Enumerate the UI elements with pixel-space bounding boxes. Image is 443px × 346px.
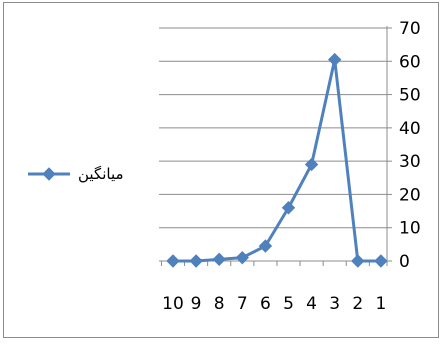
data-point xyxy=(304,157,319,172)
legend-label: میانگین xyxy=(78,165,124,183)
chart-frame: 0 10 20 30 40 50 60 70 10 9 8 7 6 5 4 3 2 1 میانگین xyxy=(3,2,439,338)
data-point xyxy=(235,250,250,265)
x-tick-label: 1 xyxy=(375,294,386,314)
x-tick-label: 4 xyxy=(306,294,317,314)
x-tick-label: 9 xyxy=(191,294,202,314)
y-tick-label: 70 xyxy=(399,19,421,39)
y-tick-label: 10 xyxy=(399,219,421,239)
x-tick-labels: 10 9 8 7 6 5 4 3 2 1 xyxy=(162,294,386,314)
y-tick-labels: 0 10 20 30 40 50 60 70 xyxy=(399,19,421,272)
data-point xyxy=(281,201,296,215)
data-point xyxy=(374,254,388,268)
series-line xyxy=(173,58,381,263)
y-tick-label: 40 xyxy=(399,119,421,139)
x-tick-label: 7 xyxy=(237,294,248,314)
data-point xyxy=(258,239,273,253)
y-tick-label: 20 xyxy=(399,185,421,205)
x-tick-label: 5 xyxy=(283,294,294,314)
x-tick-label: 6 xyxy=(260,294,271,314)
data-point xyxy=(189,254,203,268)
legend-marker xyxy=(42,167,56,181)
x-tick-label: 2 xyxy=(352,294,363,314)
y-tick-label: 50 xyxy=(399,86,421,106)
line-chart: 0 10 20 30 40 50 60 70 10 9 8 7 6 5 4 3 2 1 میانگین xyxy=(28,19,421,314)
gridlines xyxy=(159,27,387,229)
data-point xyxy=(351,254,365,268)
y-tick-label: 60 xyxy=(399,52,421,72)
data-point xyxy=(166,254,180,268)
series-group xyxy=(166,52,388,268)
x-tick-label: 8 xyxy=(214,294,225,314)
legend: میانگین xyxy=(28,165,124,183)
x-tick-label: 10 xyxy=(162,294,184,314)
data-point xyxy=(327,52,342,67)
y-tick-label: 30 xyxy=(399,152,421,172)
x-tick-label: 3 xyxy=(329,294,340,314)
axes xyxy=(159,26,392,266)
y-tick-label: 0 xyxy=(399,252,410,272)
data-point xyxy=(212,252,226,267)
